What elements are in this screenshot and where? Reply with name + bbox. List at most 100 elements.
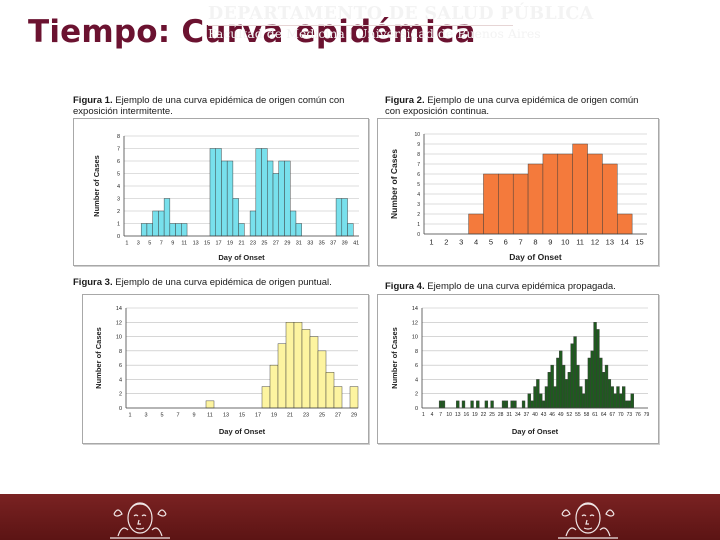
bar bbox=[527, 393, 531, 409]
bar bbox=[309, 336, 319, 409]
x-tick-label: 46 bbox=[549, 412, 555, 418]
figure-4-label: Figura 4. bbox=[385, 281, 425, 292]
x-tick-label: 27 bbox=[335, 413, 341, 419]
bar bbox=[542, 153, 559, 235]
y-tick-label: 7 bbox=[417, 162, 420, 168]
bar bbox=[293, 322, 303, 409]
bar bbox=[501, 400, 506, 409]
bar bbox=[285, 322, 295, 409]
x-tick-label: 55 bbox=[575, 412, 581, 418]
bar bbox=[238, 223, 245, 237]
bar bbox=[602, 163, 618, 235]
bar bbox=[570, 343, 574, 409]
slide-title: Tiempo: Curva epidémica bbox=[28, 14, 476, 50]
x-tick-label: 13 bbox=[606, 238, 614, 247]
x-tick-label: 13 bbox=[193, 241, 199, 247]
x-tick-label: 19 bbox=[271, 413, 277, 419]
x-axis-label: Day of Onset bbox=[509, 252, 562, 262]
y-axis-label: Number of Cases bbox=[94, 327, 103, 389]
bar bbox=[484, 400, 489, 409]
bar bbox=[456, 400, 460, 409]
bar bbox=[530, 400, 534, 409]
y-tick-label: 9 bbox=[417, 142, 420, 148]
y-tick-label: 12 bbox=[412, 320, 418, 326]
figure-4-caption: Figura 4. Ejemplo de una curva epidémica… bbox=[385, 281, 660, 292]
y-tick-label: 6 bbox=[415, 363, 418, 369]
x-tick-label: 9 bbox=[548, 238, 552, 247]
bar bbox=[441, 400, 446, 409]
bar bbox=[557, 153, 573, 235]
x-tick-label: 64 bbox=[601, 412, 607, 418]
bar bbox=[284, 160, 291, 237]
bar bbox=[232, 198, 239, 237]
x-tick-label: 14 bbox=[621, 238, 629, 247]
bar bbox=[512, 173, 529, 235]
bar bbox=[438, 400, 443, 409]
bar bbox=[277, 343, 287, 409]
bar bbox=[622, 386, 626, 409]
bar bbox=[541, 400, 546, 409]
bar bbox=[604, 364, 609, 409]
y-tick-label: 0 bbox=[417, 232, 420, 238]
x-tick-label: 37 bbox=[330, 241, 336, 247]
bar bbox=[584, 379, 589, 409]
bar bbox=[561, 364, 566, 409]
y-tick-label: 2 bbox=[415, 392, 418, 398]
x-tick-label: 21 bbox=[238, 241, 244, 247]
bar bbox=[616, 386, 620, 409]
y-tick-label: 1 bbox=[417, 222, 420, 228]
y-tick-label: 0 bbox=[415, 406, 418, 412]
x-tick-label: 58 bbox=[584, 412, 590, 418]
y-axis-label: Number of Cases bbox=[389, 149, 399, 219]
bar bbox=[527, 163, 544, 235]
bar bbox=[333, 386, 343, 409]
figure-1-caption-text: Ejemplo de una curva epidémica de origen… bbox=[73, 95, 345, 117]
x-tick-label: 29 bbox=[284, 241, 290, 247]
y-tick-label: 6 bbox=[119, 363, 122, 369]
x-tick-label: 4 bbox=[474, 238, 478, 247]
x-tick-label: 21 bbox=[287, 413, 293, 419]
y-tick-label: 8 bbox=[415, 349, 418, 355]
bar bbox=[209, 148, 216, 237]
bar bbox=[335, 198, 343, 237]
bar bbox=[221, 160, 228, 237]
x-tick-label: 4 bbox=[431, 412, 434, 418]
y-tick-label: 4 bbox=[417, 192, 420, 198]
x-tick-label: 17 bbox=[216, 241, 222, 247]
x-tick-label: 52 bbox=[567, 412, 573, 418]
x-tick-label: 34 bbox=[515, 412, 521, 418]
x-tick-label: 1 bbox=[128, 413, 131, 419]
y-tick-label: 10 bbox=[412, 335, 418, 341]
chart-panel-4 bbox=[377, 294, 659, 444]
figure-2-caption: Figura 2. Ejemplo de una curva epidémica… bbox=[385, 95, 655, 117]
footer-divider bbox=[208, 25, 513, 26]
bar bbox=[255, 148, 262, 237]
bar bbox=[590, 350, 594, 409]
x-tick-label: 17 bbox=[255, 413, 261, 419]
bar bbox=[278, 160, 285, 237]
x-tick-label: 13 bbox=[223, 413, 229, 419]
bar bbox=[341, 198, 348, 237]
bar bbox=[567, 372, 571, 409]
bar bbox=[169, 223, 176, 237]
y-tick-label: 4 bbox=[119, 377, 122, 383]
y-tick-label: 14 bbox=[412, 306, 418, 312]
x-tick-label: 41 bbox=[353, 241, 359, 247]
bar bbox=[470, 400, 474, 409]
bar bbox=[181, 223, 188, 237]
bar bbox=[624, 400, 629, 409]
bar bbox=[556, 357, 560, 409]
bar bbox=[215, 148, 222, 237]
figure-1-caption: Figura 1. Ejemplo de una curva epidémica… bbox=[73, 95, 373, 117]
footer-faculty-name: Facultad de Medicina | Universidad de Bu… bbox=[208, 26, 541, 41]
bar bbox=[272, 173, 279, 237]
bar bbox=[579, 386, 583, 409]
y-tick-label: 8 bbox=[119, 349, 122, 355]
right-portrait-emblem-icon bbox=[558, 502, 618, 539]
bar bbox=[596, 329, 600, 409]
x-tick-label: 67 bbox=[609, 412, 615, 418]
x-tick-label: 61 bbox=[592, 412, 598, 418]
